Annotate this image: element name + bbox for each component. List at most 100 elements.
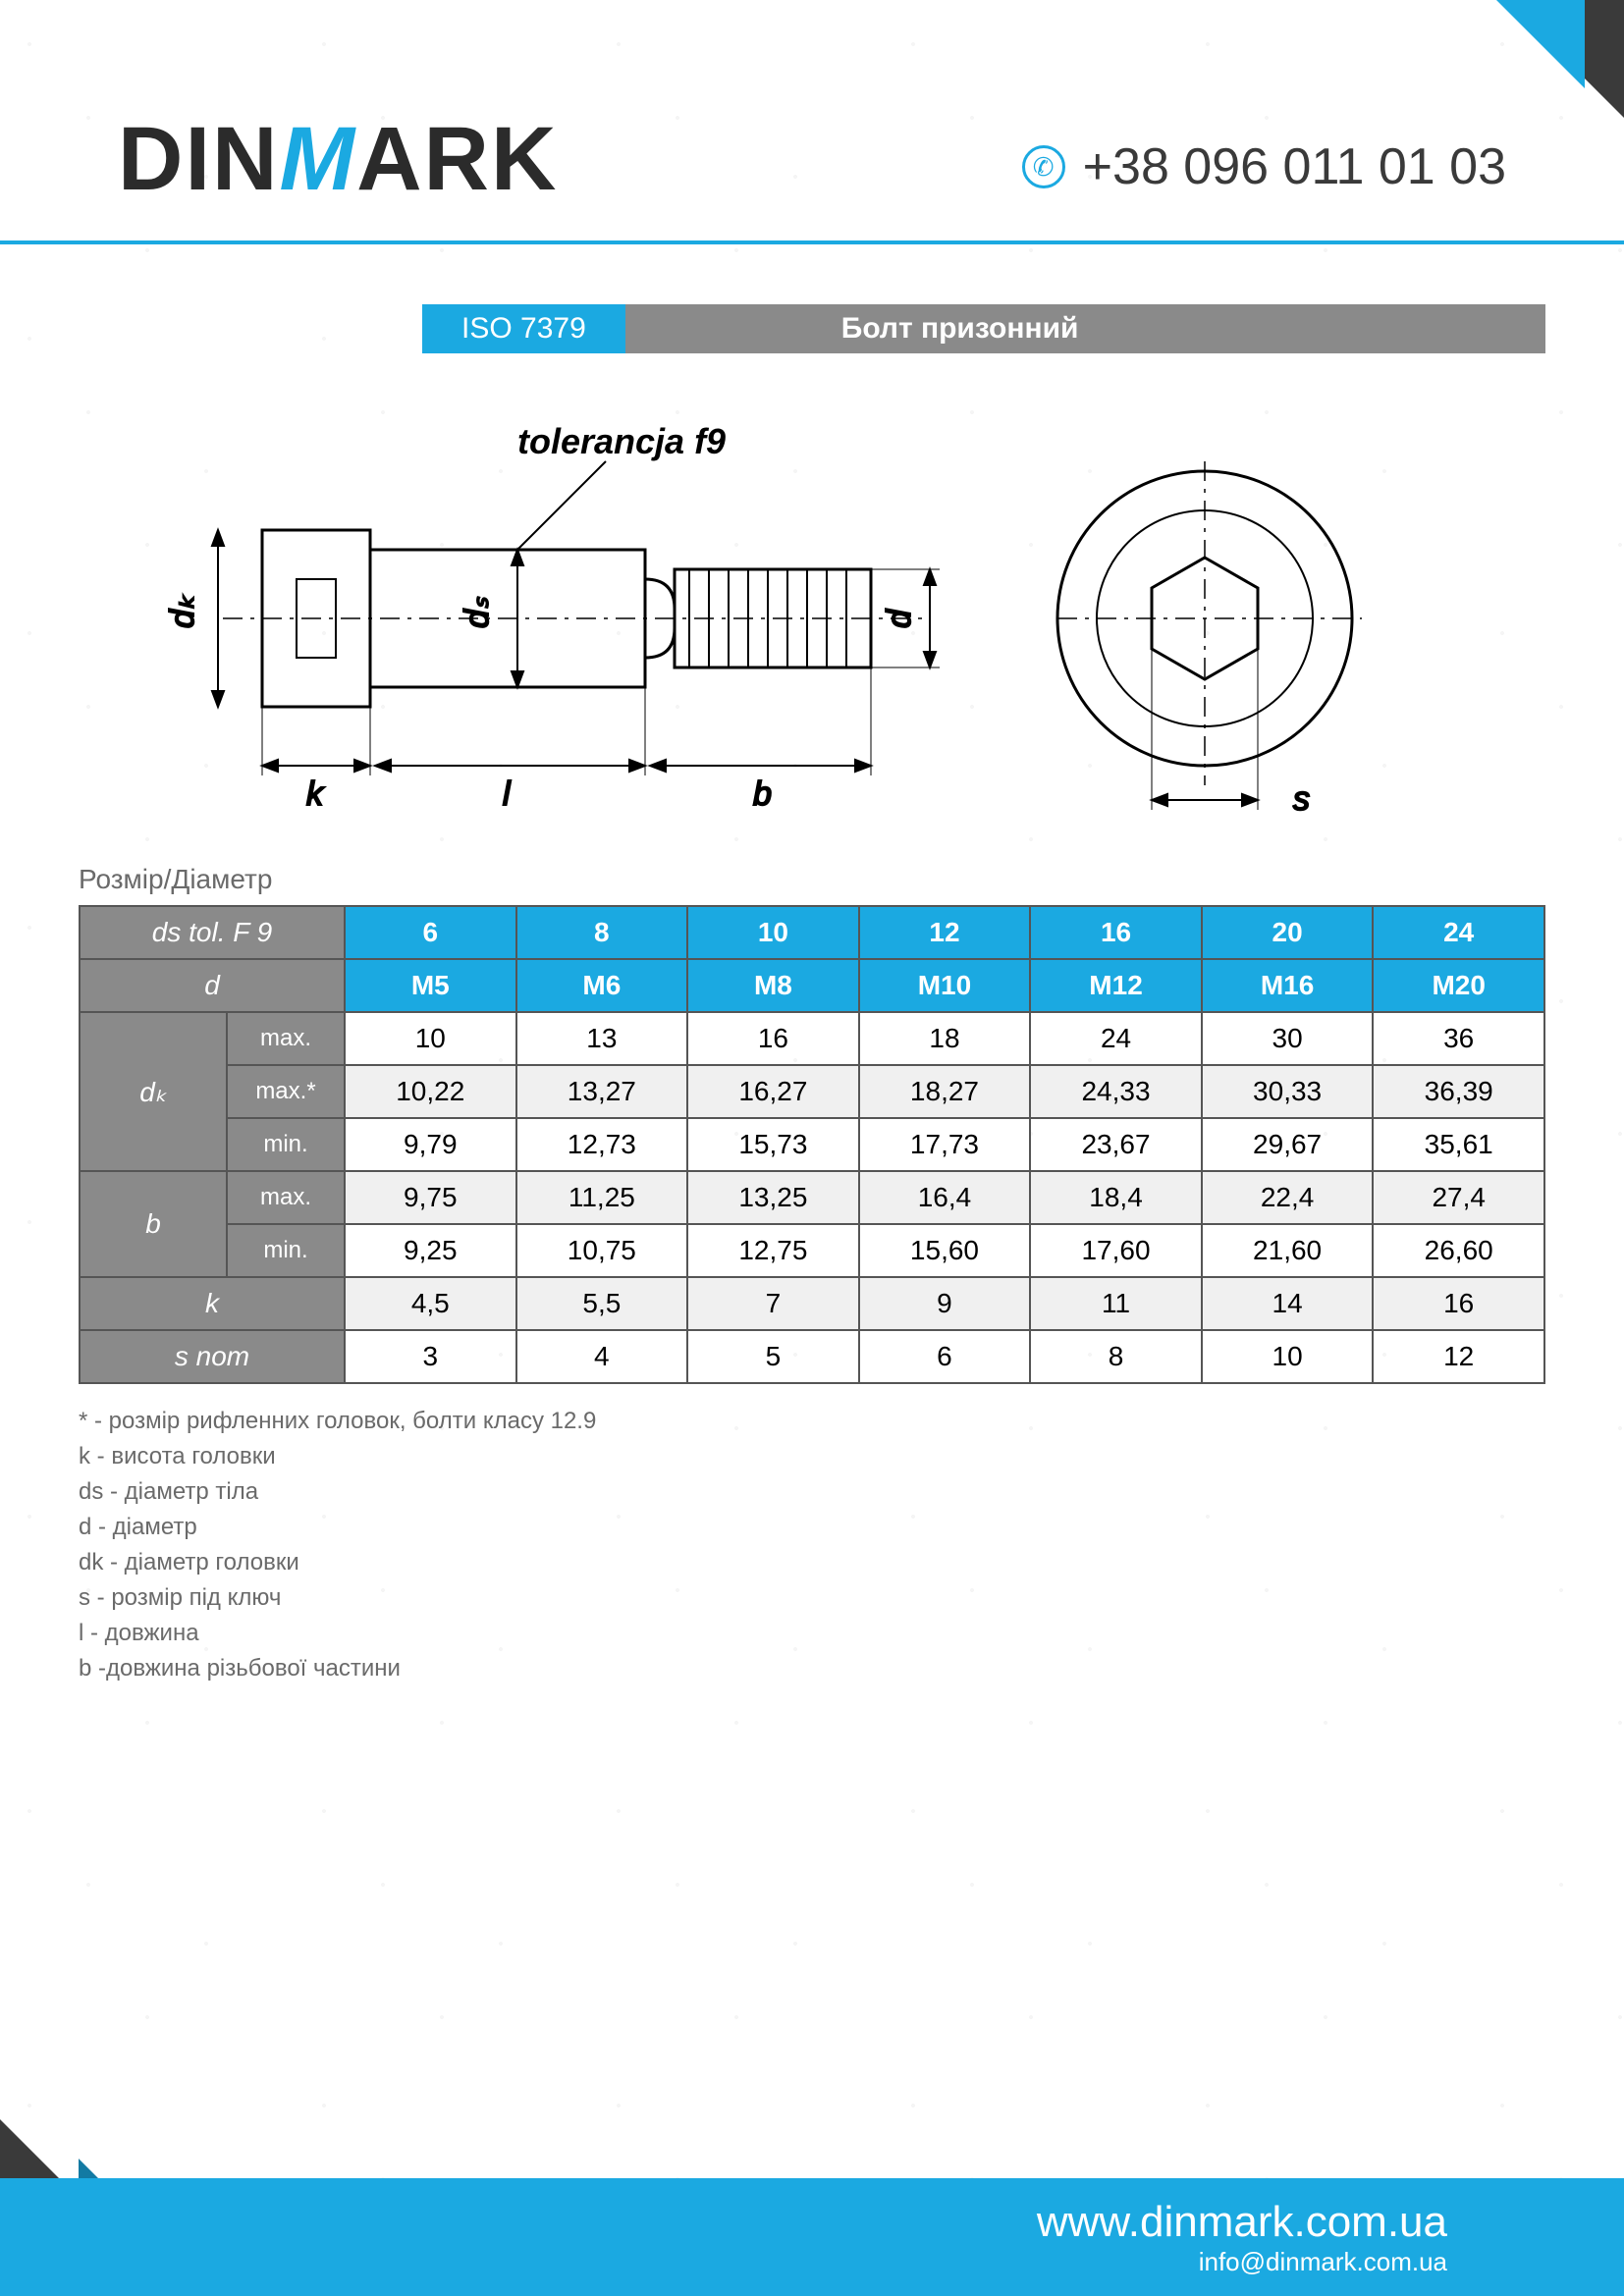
header-underline xyxy=(0,240,1624,244)
table-cell: 26,60 xyxy=(1373,1224,1544,1277)
table-header-cell: 16 xyxy=(1030,906,1202,959)
table-cell: 36 xyxy=(1373,1012,1544,1065)
table-header-cell: 6 xyxy=(345,906,516,959)
logo: DINMARK xyxy=(118,108,558,211)
table-sub-label: min. xyxy=(227,1118,345,1171)
header: DINMARK ✆ +38 096 011 01 03 xyxy=(0,0,1624,255)
tolerance-label: tolerancja f9 xyxy=(517,421,726,461)
table-cell: 11,25 xyxy=(516,1171,688,1224)
table-cell: 22,4 xyxy=(1202,1171,1374,1224)
logo-mid: M xyxy=(279,109,356,209)
legend-line: s - розмір під ключ xyxy=(79,1580,1545,1616)
table-header-cell: M8 xyxy=(687,959,859,1012)
table-cell: 16 xyxy=(1373,1277,1544,1330)
table-cell: 35,61 xyxy=(1373,1118,1544,1171)
title-bar: ISO 7379 Болт призонний xyxy=(0,304,1624,353)
logo-pre: DIN xyxy=(118,109,279,209)
table-row-label: s nom xyxy=(80,1330,345,1383)
legend-line: * - розмір рифленних головок, болти клас… xyxy=(79,1404,1545,1439)
table-cell: 12 xyxy=(1373,1330,1544,1383)
table-cell: 9,75 xyxy=(345,1171,516,1224)
table-cell: 29,67 xyxy=(1202,1118,1374,1171)
table-sub-label: min. xyxy=(227,1224,345,1277)
table-cell: 12,73 xyxy=(516,1118,688,1171)
svg-text:l: l xyxy=(503,775,512,813)
table-header-label: d xyxy=(80,959,345,1012)
table-row-label: k xyxy=(80,1277,345,1330)
table-cell: 36,39 xyxy=(1373,1065,1544,1118)
table-header-cell: M10 xyxy=(859,959,1031,1012)
legend-line: ds - діаметр тіла xyxy=(79,1474,1545,1510)
svg-text:dₛ: dₛ xyxy=(459,597,496,628)
table-cell: 10 xyxy=(1202,1330,1374,1383)
table-cell: 8 xyxy=(1030,1330,1202,1383)
svg-text:b: b xyxy=(753,775,772,813)
legend-line: k - висота головки xyxy=(79,1439,1545,1474)
svg-text:d: d xyxy=(881,609,918,628)
table-group-label: dₖ xyxy=(80,1012,227,1171)
table-header-cell: 24 xyxy=(1373,906,1544,959)
table-cell: 18 xyxy=(859,1012,1031,1065)
table-cell: 21,60 xyxy=(1202,1224,1374,1277)
table-cell: 18,27 xyxy=(859,1065,1031,1118)
table-cell: 3 xyxy=(345,1330,516,1383)
table-header-cell: 10 xyxy=(687,906,859,959)
iso-code: ISO 7379 xyxy=(422,304,625,353)
table-cell: 24,33 xyxy=(1030,1065,1202,1118)
table-cell: 11 xyxy=(1030,1277,1202,1330)
footer-url: www.dinmark.com.ua xyxy=(1037,2198,1447,2247)
table-cell: 15,60 xyxy=(859,1224,1031,1277)
table-sub-label: max. xyxy=(227,1171,345,1224)
table-cell: 10 xyxy=(345,1012,516,1065)
svg-text:s: s xyxy=(1293,780,1310,818)
table-cell: 13,25 xyxy=(687,1171,859,1224)
table-sub-label: max. xyxy=(227,1012,345,1065)
product-title: Болт призонний xyxy=(625,304,1545,353)
legend: * - розмір рифленних головок, болти клас… xyxy=(79,1404,1545,1686)
table-header-cell: M6 xyxy=(516,959,688,1012)
table-header-cell: M20 xyxy=(1373,959,1544,1012)
table-header-cell: 8 xyxy=(516,906,688,959)
table-cell: 6 xyxy=(859,1330,1031,1383)
table-header-cell: M16 xyxy=(1202,959,1374,1012)
table-cell: 27,4 xyxy=(1373,1171,1544,1224)
table-cell: 16,27 xyxy=(687,1065,859,1118)
table-cell: 23,67 xyxy=(1030,1118,1202,1171)
phone-number: +38 096 011 01 03 xyxy=(1083,137,1506,196)
legend-line: d - діаметр xyxy=(79,1510,1545,1545)
legend-line: dk - діаметр головки xyxy=(79,1545,1545,1580)
table-header-cell: 20 xyxy=(1202,906,1374,959)
table-cell: 5,5 xyxy=(516,1277,688,1330)
table-cell: 30 xyxy=(1202,1012,1374,1065)
table-cell: 18,4 xyxy=(1030,1171,1202,1224)
table-header-cell: 12 xyxy=(859,906,1031,959)
table-cell: 30,33 xyxy=(1202,1065,1374,1118)
svg-text:dₖ: dₖ xyxy=(164,595,201,628)
section-label: Розмір/Діаметр xyxy=(79,864,1624,895)
table-group-label: b xyxy=(80,1171,227,1277)
legend-line: b -довжина різьбової частини xyxy=(79,1651,1545,1686)
legend-line: l - довжина xyxy=(79,1616,1545,1651)
table-cell: 14 xyxy=(1202,1277,1374,1330)
table-cell: 10,75 xyxy=(516,1224,688,1277)
table-cell: 9 xyxy=(859,1277,1031,1330)
table-cell: 7 xyxy=(687,1277,859,1330)
logo-post: ARK xyxy=(356,109,558,209)
phone: ✆ +38 096 011 01 03 xyxy=(1022,137,1506,196)
table-sub-label: max.* xyxy=(227,1065,345,1118)
table-cell: 5 xyxy=(687,1330,859,1383)
svg-text:k: k xyxy=(306,775,325,813)
table-cell: 4,5 xyxy=(345,1277,516,1330)
phone-icon: ✆ xyxy=(1022,145,1065,188)
table-cell: 9,25 xyxy=(345,1224,516,1277)
table-cell: 17,60 xyxy=(1030,1224,1202,1277)
spec-table: ds tol. F 9681012162024dM5M6M8M10M12M16M… xyxy=(79,905,1545,1384)
table-cell: 13 xyxy=(516,1012,688,1065)
table-cell: 16 xyxy=(687,1012,859,1065)
table-cell: 17,73 xyxy=(859,1118,1031,1171)
table-cell: 10,22 xyxy=(345,1065,516,1118)
table-cell: 16,4 xyxy=(859,1171,1031,1224)
footer-bar: www.dinmark.com.ua info@dinmark.com.ua xyxy=(0,2178,1624,2296)
table-cell: 24 xyxy=(1030,1012,1202,1065)
table-header-label: ds tol. F 9 xyxy=(80,906,345,959)
